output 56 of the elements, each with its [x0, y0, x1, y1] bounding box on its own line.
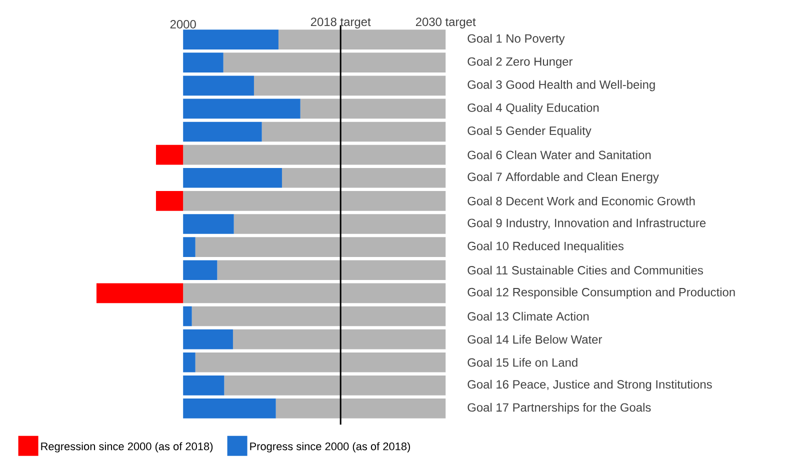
legend-label: Regression since 2000 (as of 2018)	[41, 442, 213, 452]
y-tick-label: Goal 4 Quality Education	[468, 103, 599, 114]
bar	[300, 98, 446, 119]
y-tick-label: Goal 3 Good Health and Well-being	[468, 80, 655, 92]
y-tick-label: Goal 12 Responsible Consumption and Production	[468, 288, 735, 299]
bar	[183, 306, 192, 326]
bar	[156, 144, 184, 165]
bar	[183, 352, 196, 372]
bar	[96, 283, 184, 304]
bar	[183, 52, 224, 73]
bar	[183, 30, 278, 50]
bar	[192, 306, 446, 326]
bar	[232, 329, 446, 350]
y-tick-label: Goal 14 Life Below Water	[468, 334, 602, 344]
y-tick-label: Goal 1 No Poverty	[468, 34, 565, 46]
bar	[183, 329, 233, 350]
bar	[223, 52, 446, 73]
bar	[183, 191, 446, 211]
bar	[183, 283, 446, 304]
y-tick-label: Goal 17 Partnerships for the Goals	[468, 402, 651, 414]
bar	[217, 260, 446, 280]
y-tick-label: Goal 2 Zero Hunger	[468, 57, 573, 68]
bar	[224, 376, 446, 396]
bar	[183, 98, 300, 119]
bar	[276, 398, 446, 418]
y-tick-label: Goal 9 Industry, Innovation and Infrastructure	[468, 218, 706, 230]
y-tick-label: Goal 6 Clean Water and Sanitation	[468, 150, 651, 160]
y-tick-label: Goal 8 Decent Work and Economic Growth	[468, 196, 695, 206]
legend-label: Progress since 2000 (as of 2018)	[250, 442, 410, 452]
x-tick-label: 2018 target	[310, 18, 371, 28]
y-tick-label: Goal 13 Climate Action	[468, 312, 589, 321]
y-tick-label: Goal 15 Life on Land	[468, 358, 578, 367]
x-tick-label: 2030 target	[416, 18, 476, 28]
y-tick-label: Goal 11 Sustainable Cities and Communities	[468, 266, 703, 275]
bar	[254, 76, 446, 96]
bar	[195, 352, 446, 372]
bar	[183, 398, 276, 418]
bar	[278, 30, 446, 50]
bar	[183, 144, 446, 165]
bar	[183, 260, 218, 280]
bar	[183, 168, 282, 188]
y-tick-label: Goal 16 Peace, Justice and Strong Institutions	[468, 380, 712, 391]
bar	[183, 214, 234, 234]
y-tick-label: Goal 10 Reduced Inequalities	[468, 241, 624, 253]
bar	[183, 237, 196, 257]
bar	[195, 237, 446, 257]
bar	[183, 122, 262, 142]
y-tick-label: Goal 5 Gender Equality	[468, 126, 592, 138]
bar	[183, 76, 254, 96]
bar	[156, 191, 184, 211]
bar	[262, 122, 446, 142]
bar	[282, 168, 446, 188]
bar	[234, 214, 446, 234]
y-tick-label: Goal 7 Affordable and Clean Energy	[468, 172, 659, 184]
bar	[183, 376, 224, 396]
x-tick-label: 2000	[170, 20, 196, 28]
